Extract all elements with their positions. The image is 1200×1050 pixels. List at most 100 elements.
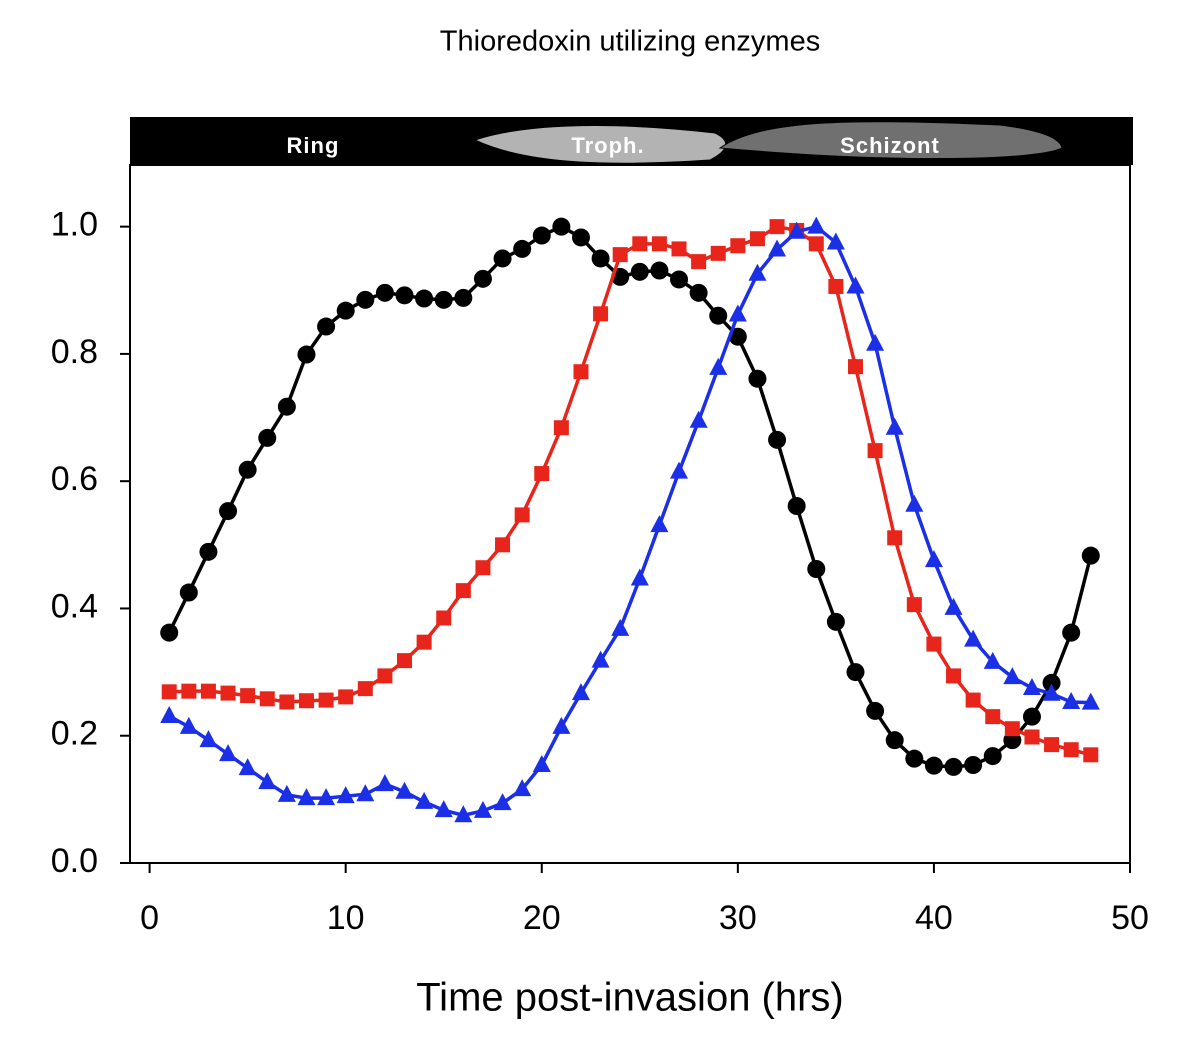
marker	[338, 689, 354, 705]
marker	[552, 217, 571, 236]
marker	[787, 221, 806, 239]
marker	[454, 805, 473, 823]
marker	[748, 263, 767, 281]
marker	[826, 612, 845, 631]
marker	[1062, 623, 1081, 642]
marker	[493, 249, 512, 268]
marker	[277, 397, 296, 416]
x-tick-label: 40	[915, 899, 953, 937]
marker	[317, 788, 336, 806]
marker	[768, 430, 787, 449]
marker	[573, 364, 589, 380]
marker	[1062, 692, 1081, 709]
marker	[415, 289, 434, 308]
marker	[964, 756, 983, 774]
marker	[1083, 747, 1099, 763]
plot-frame	[129, 164, 1131, 864]
marker	[828, 278, 844, 294]
marker	[240, 688, 256, 704]
marker	[670, 461, 689, 479]
stage-label: Troph.	[571, 133, 644, 158]
marker	[630, 568, 649, 586]
marker	[475, 560, 491, 576]
marker	[612, 247, 628, 263]
marker	[924, 550, 943, 568]
marker	[297, 788, 316, 806]
stage-label: Ring	[287, 133, 340, 158]
marker	[807, 216, 826, 234]
marker	[847, 359, 863, 375]
y-tick-label: 0.0	[51, 842, 98, 880]
marker	[160, 623, 179, 642]
y-tick-label: 0.2	[51, 715, 98, 753]
marker	[1042, 683, 1061, 701]
y-tick-label: 0.4	[51, 587, 98, 625]
marker	[926, 636, 942, 652]
marker	[650, 515, 669, 533]
marker	[689, 283, 708, 302]
marker	[1024, 729, 1040, 745]
x-axis-label: Time post-invasion (hrs)	[416, 976, 844, 1020]
marker	[277, 784, 296, 802]
y-tick-label: 0.6	[51, 460, 98, 498]
marker	[866, 701, 885, 720]
marker	[1044, 737, 1060, 753]
marker	[219, 502, 238, 521]
marker	[905, 494, 924, 512]
marker	[356, 290, 375, 309]
x-tick-label: 50	[1111, 899, 1149, 937]
marker	[591, 650, 610, 668]
marker	[473, 269, 492, 288]
marker	[906, 597, 922, 613]
marker	[473, 800, 492, 818]
marker	[710, 245, 726, 261]
marker	[513, 239, 532, 258]
marker	[395, 286, 414, 305]
marker	[965, 692, 981, 708]
marker	[691, 254, 707, 270]
marker	[808, 236, 824, 252]
marker	[709, 306, 728, 325]
marker	[924, 756, 943, 775]
marker	[866, 333, 885, 351]
marker	[495, 537, 511, 553]
marker	[769, 219, 785, 235]
marker	[552, 716, 571, 734]
marker	[220, 685, 236, 701]
marker	[728, 304, 747, 322]
marker	[200, 683, 216, 699]
marker	[905, 749, 924, 768]
marker	[454, 288, 473, 307]
marker	[317, 317, 336, 336]
marker	[632, 236, 648, 252]
marker	[377, 668, 393, 684]
marker	[258, 428, 277, 447]
marker	[1022, 707, 1041, 726]
marker	[768, 239, 787, 257]
marker	[416, 634, 432, 650]
marker	[689, 410, 708, 428]
marker	[455, 583, 471, 599]
marker	[1081, 692, 1100, 710]
marker	[375, 283, 394, 302]
marker	[238, 460, 257, 479]
marker	[1081, 546, 1100, 565]
marker	[357, 681, 373, 697]
marker	[651, 236, 667, 252]
marker	[219, 744, 238, 762]
marker	[434, 800, 453, 818]
marker	[944, 757, 963, 776]
marker	[493, 793, 512, 811]
marker	[179, 716, 198, 734]
marker	[434, 290, 453, 309]
marker	[571, 228, 590, 247]
marker	[436, 610, 452, 626]
marker	[670, 270, 689, 289]
marker	[571, 683, 590, 701]
marker	[807, 560, 826, 578]
marker	[336, 786, 355, 804]
marker	[867, 443, 883, 459]
marker	[846, 663, 865, 682]
x-tick-label: 10	[327, 899, 365, 937]
